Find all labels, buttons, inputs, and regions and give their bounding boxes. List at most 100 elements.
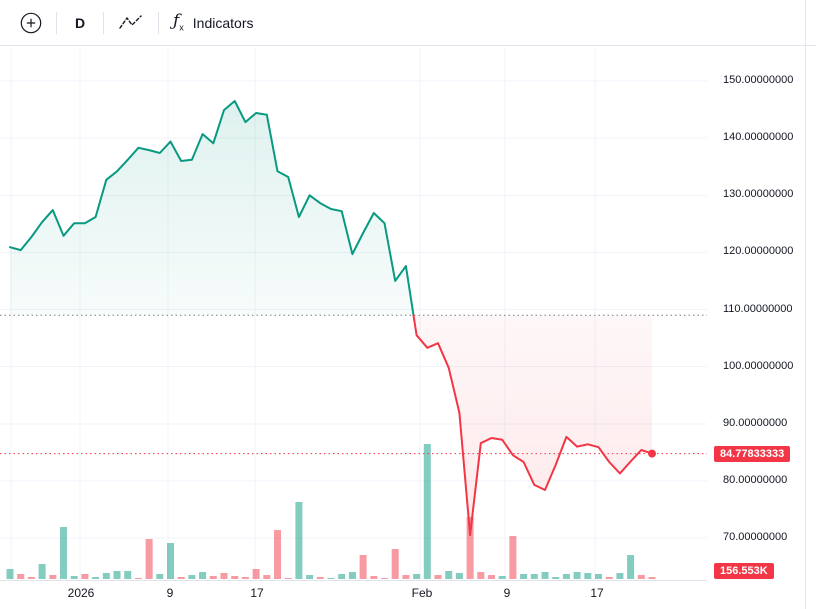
volume-bar xyxy=(145,539,153,579)
volume-bar xyxy=(348,572,356,579)
zigzag-line-icon xyxy=(119,14,142,29)
time-axis[interactable]: 2026 9 17 Feb 9 17 xyxy=(0,580,707,609)
time-tick-label: Feb xyxy=(411,586,433,600)
volume-bar xyxy=(584,573,592,579)
volume-bar xyxy=(188,575,196,579)
volume-bar xyxy=(92,577,100,579)
volume-bar xyxy=(648,577,656,579)
volume-bar xyxy=(231,576,239,579)
indicators-label: Indicators xyxy=(192,14,254,31)
volume-bar xyxy=(595,574,602,579)
volume-bar xyxy=(530,574,538,579)
volume-bar xyxy=(434,575,442,579)
time-tick-label: 17 xyxy=(590,586,604,600)
price-line-down-segment xyxy=(412,314,653,537)
volume-bar xyxy=(17,574,25,579)
volume-bar xyxy=(552,577,560,579)
volume-bar xyxy=(177,577,185,579)
volume-badge: 156.553K xyxy=(714,563,774,579)
toolbar-separator xyxy=(56,11,57,34)
volume-bar xyxy=(541,572,549,579)
volume-bar xyxy=(284,578,292,579)
volume-bar xyxy=(27,577,35,579)
volume-bar xyxy=(391,549,399,579)
volume-bar xyxy=(167,543,174,579)
volume-bar xyxy=(573,572,581,579)
window-right-edge xyxy=(805,0,806,609)
up-area-fill xyxy=(10,101,414,316)
time-tick-label: 17 xyxy=(250,586,264,600)
volume-bar xyxy=(562,574,570,579)
volume-bar xyxy=(413,574,421,579)
volume-bar xyxy=(637,575,645,579)
chart-style-button[interactable] xyxy=(110,4,152,42)
volume-bar xyxy=(81,574,89,579)
price-tick-label: 100.00000000 xyxy=(723,359,794,372)
volume-bar xyxy=(70,576,78,579)
volume-bar xyxy=(263,575,271,579)
volume-bar xyxy=(124,571,132,579)
volume-bar xyxy=(327,578,335,579)
volume-bar xyxy=(338,574,346,579)
volume-bar xyxy=(445,571,453,579)
volume-bar xyxy=(134,578,142,579)
volume-bar xyxy=(455,573,463,579)
last-price-badge: 84.77833333 xyxy=(714,446,791,462)
price-line-up-segment xyxy=(9,100,415,317)
volume-bar xyxy=(498,576,506,579)
price-axis[interactable]: 150.00000000 140.00000000 130.00000000 120.… xyxy=(707,47,816,609)
volume-bar xyxy=(477,572,485,579)
volume-bar xyxy=(509,536,517,579)
indicators-button[interactable]: ƒx Indicators xyxy=(165,4,262,42)
volume-bar xyxy=(209,576,217,579)
price-tick-label: 150.00000000 xyxy=(723,74,794,86)
volume-bar xyxy=(306,575,314,579)
price-tick-label: 110.00000000 xyxy=(723,302,793,315)
volume-bar xyxy=(241,577,249,579)
price-tick-label: 140.00000000 xyxy=(723,131,794,144)
volume-bar xyxy=(359,555,367,579)
price-tick-label: 80.00000000 xyxy=(723,473,788,486)
volume-bar xyxy=(295,502,303,579)
toolbar-separator xyxy=(158,11,159,34)
down-area-fill xyxy=(413,315,652,536)
price-chart xyxy=(0,47,707,580)
toolbar-separator xyxy=(103,11,104,34)
volume-bar xyxy=(156,574,164,579)
volume-bar xyxy=(423,444,431,579)
volume-bar xyxy=(220,573,228,579)
chart-toolbar: D ƒx Indicators xyxy=(0,0,816,46)
plus-circle-icon xyxy=(20,12,42,33)
price-tick-label: 130.00000000 xyxy=(723,188,794,201)
volume-bar xyxy=(488,575,495,579)
time-tick-label: 2026 xyxy=(67,586,95,600)
price-tick-label: 120.00000000 xyxy=(723,245,794,258)
volume-bar xyxy=(370,576,378,579)
fx-icon: ƒx xyxy=(173,10,184,33)
volume-bar xyxy=(627,555,635,579)
time-tick-label: 9 xyxy=(503,586,511,600)
volume-bar xyxy=(6,569,14,579)
price-tick-label: 90.00000000 xyxy=(723,416,788,429)
volume-bar xyxy=(102,573,110,579)
volume-bar xyxy=(402,575,410,579)
volume-bar xyxy=(274,530,281,579)
volume-bar xyxy=(60,527,67,579)
price-tick-label: 70.00000000 xyxy=(723,531,788,543)
volume-bar xyxy=(466,517,474,579)
chart-pane[interactable] xyxy=(0,47,707,609)
timeframe-button[interactable]: D xyxy=(63,4,97,42)
volume-bar xyxy=(49,575,57,579)
volume-bar xyxy=(38,564,46,579)
last-price-dot xyxy=(648,449,656,458)
volume-bar xyxy=(252,569,260,579)
volume-bar xyxy=(520,574,528,579)
volume-bar xyxy=(381,578,388,579)
time-tick-label: 9 xyxy=(166,586,174,600)
volume-bar xyxy=(316,577,324,579)
timeframe-label: D xyxy=(74,14,86,31)
symbol-add-button[interactable] xyxy=(12,4,50,42)
volume-bar xyxy=(199,572,207,579)
volume-bar xyxy=(113,571,121,579)
